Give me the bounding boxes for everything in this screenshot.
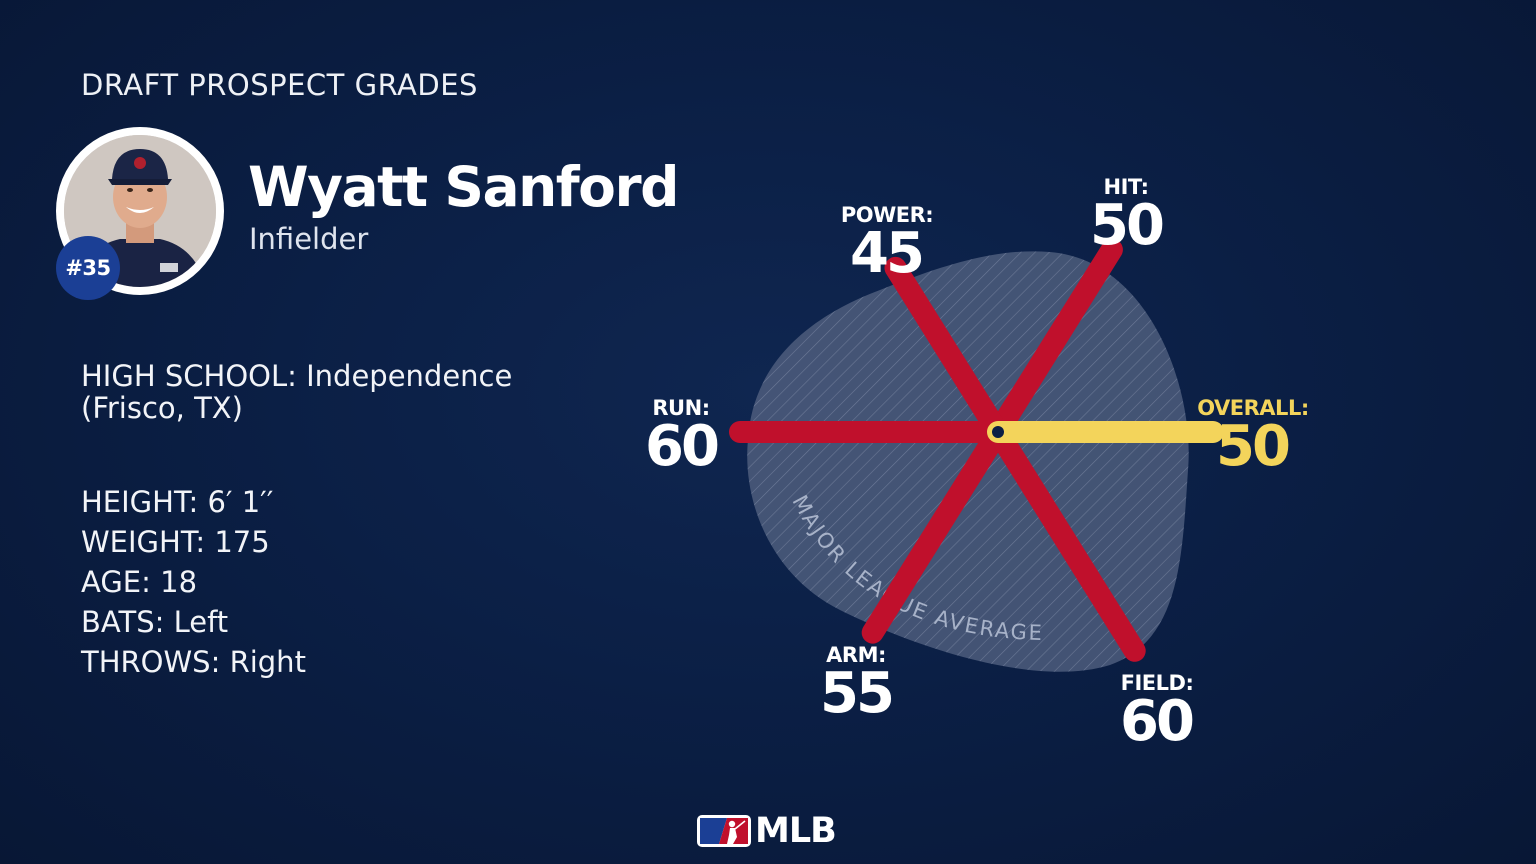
field-grade-value: 60 [1120, 689, 1195, 754]
throws-info: THROWS: Right [81, 645, 306, 679]
power-grade-label: POWER: [840, 203, 934, 227]
field-grade-label: FIELD: [1120, 671, 1194, 695]
height-info: HEIGHT: 6′ 1′′ [81, 485, 274, 519]
arm-grade-spoke [861, 421, 1009, 644]
section-title: DRAFT PROSPECT GRADES [81, 68, 478, 102]
hit-grade-value: 50 [1090, 193, 1165, 258]
bats-info: BATS: Left [81, 605, 229, 639]
player-bio: HEIGHT: 6′ 1′′ WEIGHT: 175 AGE: 18 BATS:… [81, 482, 306, 682]
mlb-logo-text: MLB [755, 811, 837, 851]
mlb-batter-logo-icon [697, 815, 751, 847]
hit-grade-label: HIT: [1103, 175, 1149, 199]
jersey-number-badge: #35 [56, 236, 120, 300]
arm-grade-value: 55 [820, 661, 895, 726]
arm-grade-label: ARM: [826, 643, 886, 667]
overall-grade-label: OVERALL: [1197, 396, 1309, 420]
power-grade-value: 45 [850, 221, 925, 286]
field-grade-spoke [987, 421, 1146, 662]
player-position: Infielder [249, 222, 369, 256]
player-name: Wyatt Sanford [248, 155, 679, 219]
mlb-logo: MLB [697, 811, 837, 851]
run-grade-label: RUN: [652, 396, 710, 420]
age-info: AGE: 18 [81, 565, 198, 599]
weight-info: WEIGHT: 175 [81, 525, 270, 559]
high-school-info: HIGH SCHOOL: Independence (Frisco, TX) [81, 359, 513, 425]
overall-grade-value: 50 [1216, 414, 1291, 479]
hit-grade-spoke [987, 238, 1123, 443]
power-grade-spoke [884, 256, 1009, 443]
run-grade-value: 60 [645, 414, 720, 479]
